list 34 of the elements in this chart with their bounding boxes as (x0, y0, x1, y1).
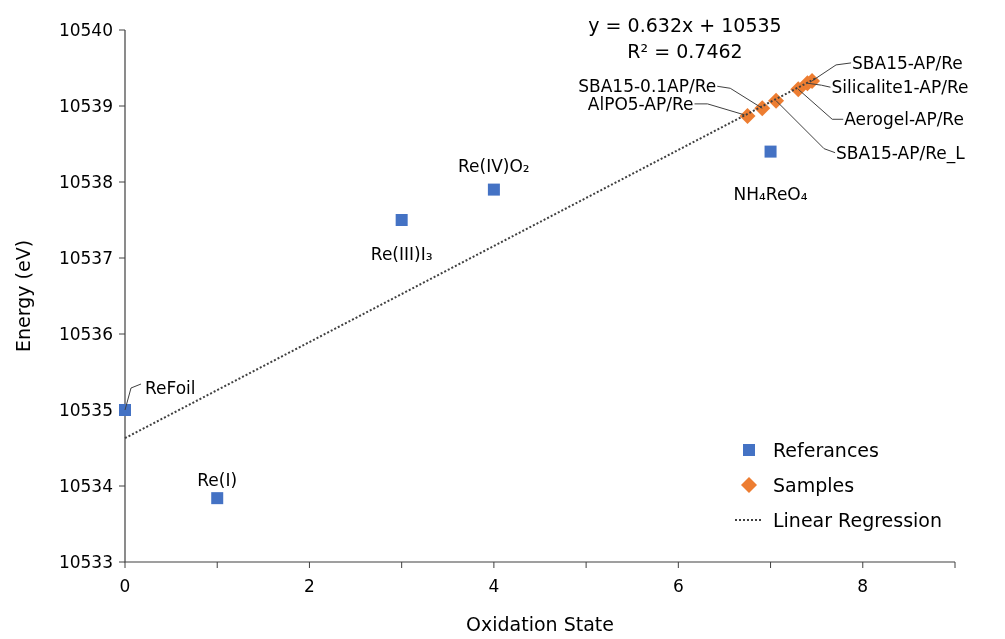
legend-label: Samples (773, 473, 855, 496)
y-axis-title: Energy (eV) (12, 239, 34, 353)
y-tick-label: 10537 (58, 247, 113, 268)
annotation: y = 0.632x + 10535 (588, 14, 782, 36)
annotation: Re(III)I₃ (370, 243, 433, 264)
annotation: NH₄ReO₄ (733, 183, 808, 204)
y-tick-label: 10540 (58, 19, 113, 40)
point (119, 404, 131, 416)
y-tick-label: 10533 (58, 551, 113, 572)
point (487, 183, 500, 196)
annotation: Re(I) (197, 470, 238, 491)
x-tick-label: 0 (119, 576, 131, 596)
annotation: Silicalite1-AP/Re (831, 77, 969, 98)
legend-label: Referances (773, 438, 879, 461)
annotation: SBA15-AP/Re_L (836, 142, 966, 164)
y-tick-label: 10538 (58, 171, 113, 192)
x-tick-label: 4 (488, 576, 500, 596)
x-tick-label: 6 (672, 576, 684, 596)
point (764, 145, 777, 158)
point (395, 214, 408, 226)
y-tick-label: 10539 (58, 95, 113, 116)
annotation: R² = 0.7462 (627, 40, 743, 62)
point (211, 492, 224, 505)
x-axis-title: Oxidation State (466, 613, 614, 635)
y-tick-label: 10534 (58, 475, 113, 496)
annotation: Aerogel-AP/Re (844, 109, 964, 130)
annotation: Re(IV)O₂ (458, 155, 530, 176)
annotation: SBA15-AP/Re (852, 52, 963, 73)
x-tick-label: 2 (304, 576, 315, 596)
legend-label: Linear Regression (773, 508, 943, 531)
y-tick-label: 10536 (58, 323, 113, 344)
x-tick-label: 8 (857, 576, 869, 596)
annotation: ReFoil (145, 377, 196, 398)
y-tick-label: 10535 (58, 399, 113, 420)
